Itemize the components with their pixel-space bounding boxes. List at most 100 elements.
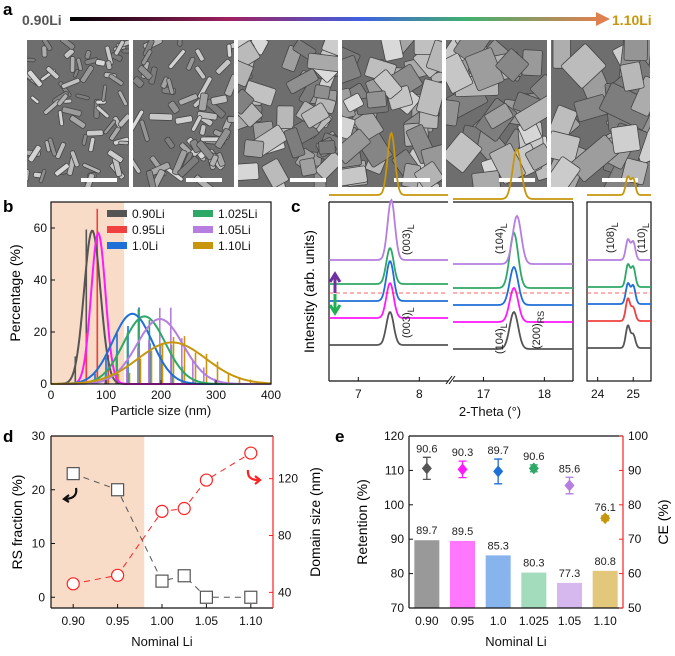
xrd-trace-1.05Li xyxy=(329,198,448,261)
grain xyxy=(315,151,338,180)
grain xyxy=(177,155,200,178)
grain xyxy=(530,74,547,105)
grain xyxy=(301,102,330,129)
histogram-bar xyxy=(194,352,197,384)
grain xyxy=(69,150,80,168)
xrd-trace-1.0Li xyxy=(329,260,448,302)
y2-tick-label: 70 xyxy=(628,532,642,546)
x-tick-label: 200 xyxy=(151,388,171,402)
xrd-trace-0.90Li xyxy=(329,311,448,346)
grain xyxy=(342,55,362,87)
peak-annotation: (003)L xyxy=(401,307,416,338)
legend-swatch xyxy=(107,242,127,249)
right-arrow-icon xyxy=(246,469,262,485)
grain xyxy=(194,48,205,62)
grain xyxy=(101,84,108,103)
panel-label-c: c xyxy=(291,197,300,216)
x-tick-label: 0.90 xyxy=(415,614,439,628)
xrd-trace-0.90Li xyxy=(453,310,573,350)
circle-marker xyxy=(199,473,213,487)
peak-index: (200) xyxy=(531,323,543,349)
li-end-label: 1.10Li xyxy=(612,12,652,28)
ce-diamond-marker xyxy=(421,462,432,475)
up-arrow-icon xyxy=(328,271,342,293)
scale-bar xyxy=(81,178,117,182)
grain xyxy=(105,60,113,71)
grain xyxy=(84,50,92,60)
grain xyxy=(198,92,209,112)
y2-tick-label: 90 xyxy=(628,463,642,477)
grain xyxy=(373,69,403,100)
legend-label: 0.90Li xyxy=(132,207,165,221)
xrd-trace-1.0Li xyxy=(453,265,573,306)
histogram-bar xyxy=(183,336,186,384)
histogram-bar xyxy=(216,361,219,384)
x-tick-label: 1.025 xyxy=(519,614,549,628)
x-tick-label: 0.95 xyxy=(106,614,130,628)
particle-size-chart: 0 100 200 300 400 0 20 40 60 Particle size (nm) Pe… xyxy=(7,201,281,418)
grain xyxy=(133,76,145,88)
grain xyxy=(630,75,650,117)
grain xyxy=(38,168,47,184)
panel-label-a: a xyxy=(3,0,13,19)
peak-phase: L xyxy=(406,307,416,312)
square-marker xyxy=(66,467,80,481)
x-tick-label: 7 xyxy=(355,387,362,401)
xrd-trace-0.95Li xyxy=(453,286,573,323)
grain xyxy=(137,65,153,81)
grain xyxy=(27,69,43,88)
histogram-bar xyxy=(139,358,142,384)
circle-marker xyxy=(177,501,191,516)
retention-bar xyxy=(450,540,475,608)
ce-diamond-marker xyxy=(528,462,539,475)
scale-bar xyxy=(290,178,326,182)
circle-marker xyxy=(244,446,258,460)
grain xyxy=(446,131,483,173)
y-tick-label: 30 xyxy=(32,429,46,443)
panel-label-b: b xyxy=(3,197,13,216)
square-marker xyxy=(155,574,169,588)
x-tick-label: 1.05 xyxy=(195,614,219,628)
peak-annotation: (003)L xyxy=(401,224,416,255)
histogram-bar xyxy=(170,307,172,384)
circle-marker xyxy=(66,577,80,591)
histogram-bar xyxy=(137,347,139,384)
x-tick-label: 1.05 xyxy=(558,614,582,628)
grain xyxy=(524,143,547,171)
grain xyxy=(59,40,76,50)
xrd-trace-1.10Li xyxy=(453,147,573,200)
grain xyxy=(238,88,255,115)
grain xyxy=(168,49,186,69)
grain xyxy=(191,115,203,132)
grain xyxy=(107,149,124,163)
y-tick-label: 80 xyxy=(391,567,405,581)
histogram-bar xyxy=(205,353,208,384)
grain xyxy=(342,165,368,187)
histogram-bar xyxy=(181,338,183,384)
y-axis-label: RS fraction (%) xyxy=(9,475,25,570)
panel-label-e: e xyxy=(335,427,344,446)
xrd-trace-1.05Li xyxy=(453,214,573,265)
grain xyxy=(27,169,30,182)
grain xyxy=(86,129,104,137)
legend-label: 1.0Li xyxy=(132,239,158,253)
grain xyxy=(414,161,442,187)
y2-tick-label: 100 xyxy=(628,429,648,443)
peak-phase: L xyxy=(406,224,416,229)
grain xyxy=(76,57,83,72)
histogram-bar xyxy=(104,381,106,384)
grain xyxy=(167,100,180,114)
grain xyxy=(45,66,60,80)
grain xyxy=(113,40,125,56)
retention-value-label: 77.3 xyxy=(559,568,580,580)
grain xyxy=(61,77,81,89)
shaded-region xyxy=(51,436,145,608)
x-tick-label: 17 xyxy=(477,387,491,401)
grain xyxy=(133,109,145,133)
xrd-trace-1.0Li xyxy=(587,281,651,305)
grain xyxy=(30,95,40,104)
histogram-bar xyxy=(128,372,131,384)
grain xyxy=(514,95,547,131)
retention-value-label: 89.5 xyxy=(452,526,473,538)
retention-bar xyxy=(521,572,547,608)
